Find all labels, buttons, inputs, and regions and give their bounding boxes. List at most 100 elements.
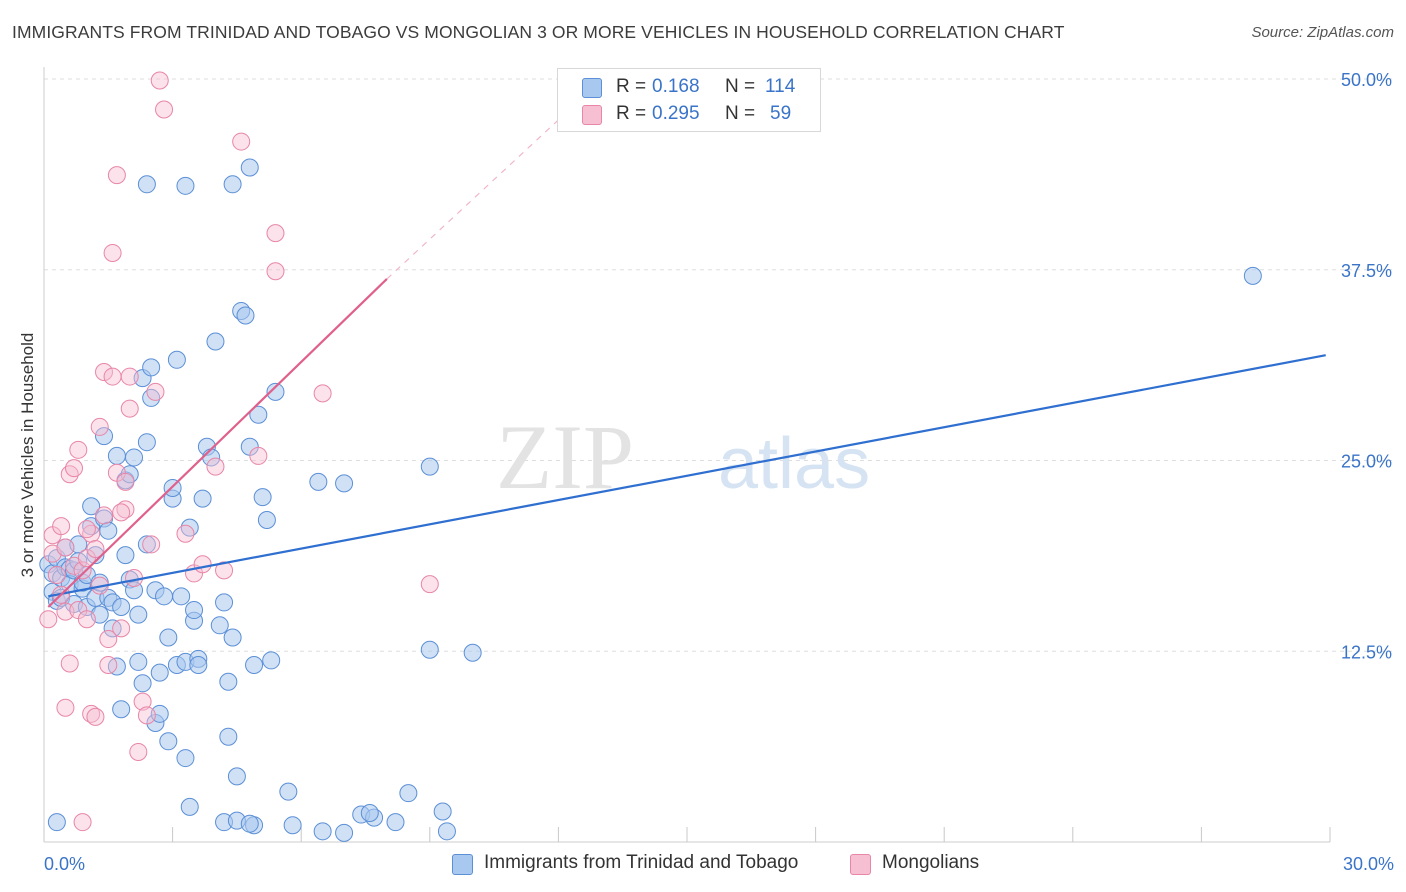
data-point (360, 804, 379, 823)
data-point (99, 655, 118, 674)
data-point (77, 610, 96, 629)
series-immigrants-trinidad-tobago (39, 158, 1262, 842)
data-point (180, 797, 199, 816)
data-point (193, 555, 212, 574)
data-point (232, 132, 251, 151)
data-point (1243, 266, 1262, 285)
data-point (245, 655, 264, 674)
data-point (120, 399, 139, 418)
data-point (125, 448, 144, 467)
watermark-atlas: atlas (718, 424, 870, 504)
data-point (223, 175, 242, 194)
data-point (257, 511, 276, 530)
data-point (335, 823, 354, 842)
data-point (223, 628, 242, 647)
data-point (107, 166, 126, 185)
y-tick-label: 25.0% (1341, 452, 1392, 472)
data-point (73, 561, 92, 580)
data-point (313, 384, 332, 403)
data-point (103, 367, 122, 386)
data-point (420, 575, 439, 594)
data-point (437, 822, 456, 841)
source-note: Source: ZipAtlas.com (1251, 24, 1394, 41)
data-point (69, 440, 88, 459)
data-point (189, 655, 208, 674)
data-point (309, 472, 328, 491)
trend-line-pink-extension (386, 107, 572, 280)
y-tick-labels: 12.5% 25.0% 37.5% 50.0% (1341, 70, 1392, 662)
data-point (39, 610, 58, 629)
watermark: ZIP atlas (496, 406, 870, 508)
data-point (176, 749, 195, 768)
data-point (176, 524, 195, 543)
data-point (262, 651, 281, 670)
data-point (266, 224, 285, 243)
data-point (137, 535, 156, 554)
legend-n-label: N = (725, 103, 756, 124)
legend-r-value: 0.295 (652, 103, 700, 124)
data-point (266, 262, 285, 281)
data-point (253, 488, 272, 507)
data-point (266, 382, 285, 401)
bottom-legend-swatch-pink (850, 854, 871, 875)
data-point (103, 243, 122, 262)
data-point (185, 601, 204, 620)
data-point (249, 405, 268, 424)
data-point (193, 489, 212, 508)
data-point (206, 457, 225, 476)
legend-swatch-blue (582, 78, 602, 98)
data-point (56, 602, 75, 621)
data-point (210, 616, 229, 635)
data-point (52, 517, 71, 536)
data-point (95, 427, 114, 446)
data-point (77, 520, 96, 539)
y-axis-label: 3 or more Vehicles in Household (18, 332, 37, 578)
data-point (125, 581, 144, 600)
data-point (112, 597, 131, 616)
data-point (159, 732, 178, 751)
data-point (249, 446, 268, 465)
data-point (112, 503, 131, 522)
data-point (172, 587, 191, 606)
data-point (313, 822, 332, 841)
data-point (159, 628, 178, 647)
data-point (120, 367, 139, 386)
x-tick-label: 30.0% (1343, 854, 1394, 874)
data-point (335, 474, 354, 493)
data-point (129, 652, 148, 671)
x-tick-label: 0.0% (44, 854, 85, 874)
data-point (116, 546, 135, 565)
data-point (433, 802, 452, 821)
watermark-zip: ZIP (496, 406, 634, 508)
bottom-legend-swatch-blue (452, 854, 473, 875)
data-point (95, 362, 114, 381)
data-point (56, 698, 75, 717)
data-point (73, 813, 92, 832)
data-point (150, 71, 169, 90)
data-point (463, 643, 482, 662)
data-point (86, 540, 105, 559)
axes (43, 67, 1331, 843)
data-point (219, 672, 238, 691)
data-point (283, 816, 302, 835)
data-point (90, 417, 109, 436)
data-point (215, 561, 234, 580)
data-point (206, 332, 225, 351)
data-point (240, 158, 259, 177)
grid-lines (44, 78, 1392, 652)
data-point (133, 674, 152, 693)
data-point (215, 593, 234, 612)
data-point (176, 176, 195, 195)
y-tick-label: 37.5% (1341, 261, 1392, 281)
data-point (107, 446, 126, 465)
data-point (137, 706, 156, 725)
y-tick-label: 50.0% (1341, 70, 1392, 90)
data-point (116, 472, 135, 491)
trend-line-blue (48, 354, 1326, 598)
data-point (236, 306, 255, 325)
data-point (56, 538, 75, 557)
trend-lines (47, 107, 1326, 608)
data-point (86, 707, 105, 726)
trend-line-pink (47, 278, 388, 608)
